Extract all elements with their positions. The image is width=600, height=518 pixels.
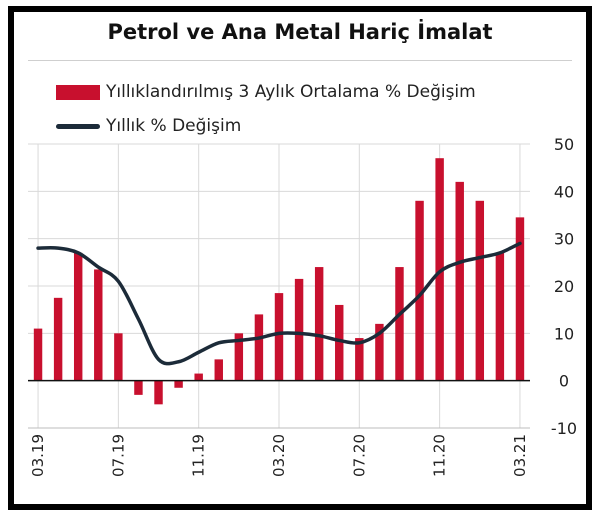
bar-12.20 bbox=[455, 181, 464, 381]
bar-04.20 bbox=[294, 278, 304, 381]
y-tick-label: 20 bbox=[554, 277, 574, 296]
y-tick-label: 40 bbox=[554, 182, 574, 201]
x-tick-label: 07.19 bbox=[109, 434, 127, 477]
bar-03.19 bbox=[33, 328, 43, 381]
legend-bar-swatch bbox=[56, 84, 100, 100]
bar-09.19 bbox=[154, 380, 163, 405]
bar-07.20 bbox=[355, 338, 364, 381]
bar-03.21 bbox=[515, 217, 525, 381]
chart-title: Petrol ve Ana Metal Hariç İmalat bbox=[107, 20, 493, 44]
bar-04.19 bbox=[53, 297, 63, 381]
legend-label-bars: Yıllıklandırılmış 3 Aylık Ortalama % Değ… bbox=[106, 82, 476, 102]
bar-06.20 bbox=[335, 304, 344, 381]
legend-line-swatch bbox=[56, 123, 100, 129]
y-tick-label: 0 bbox=[559, 372, 569, 391]
bar-02.21 bbox=[495, 252, 505, 381]
bar-02.20 bbox=[254, 314, 264, 381]
chart-plot-area: 50 40 30 20 10 0 -10 03.19 07.19 11.19 03.20 07.20 1… bbox=[28, 135, 577, 477]
title-divider bbox=[28, 60, 572, 61]
chart-frame: Petrol ve Ana Metal Hariç İmalat Yıllıkl… bbox=[8, 6, 592, 510]
y-tick-label: 50 bbox=[554, 135, 574, 154]
x-tick-label: 03.21 bbox=[511, 434, 529, 477]
bar-05.20 bbox=[314, 267, 324, 381]
bar-10.20 bbox=[415, 200, 424, 381]
legend-item-line: Yıllık % Değişim bbox=[56, 113, 241, 139]
bar-01.20 bbox=[234, 333, 244, 381]
bar-10.19 bbox=[174, 380, 183, 388]
bar-08.20 bbox=[375, 323, 384, 381]
x-tick-label: 03.19 bbox=[29, 434, 47, 477]
bar-06.19 bbox=[94, 269, 103, 381]
x-tick-label: 07.20 bbox=[350, 434, 368, 477]
legend-label-line: Yıllık % Değişim bbox=[106, 116, 242, 136]
y-tick-label: 10 bbox=[554, 324, 574, 343]
y-tick-label: -10 bbox=[551, 419, 577, 438]
bar-12.19 bbox=[214, 359, 223, 381]
x-tick-label: 11.20 bbox=[431, 434, 449, 477]
y-tick-label: 30 bbox=[554, 230, 574, 249]
bar-05.19 bbox=[73, 252, 83, 381]
bar-03.20 bbox=[274, 293, 284, 381]
x-tick-label: 11.19 bbox=[190, 434, 208, 477]
bar-11.20 bbox=[435, 158, 444, 381]
bar-07.19 bbox=[114, 333, 123, 381]
series-line-yillik bbox=[36, 241, 522, 366]
bar-01.21 bbox=[475, 200, 485, 381]
bar-09.20 bbox=[395, 267, 404, 381]
x-tick-label: 03.20 bbox=[270, 434, 288, 477]
bar-11.19 bbox=[194, 373, 203, 381]
bar-08.19 bbox=[134, 380, 143, 395]
legend-item-bars: Yıllıklandırılmış 3 Aylık Ortalama % Değ… bbox=[56, 79, 476, 105]
